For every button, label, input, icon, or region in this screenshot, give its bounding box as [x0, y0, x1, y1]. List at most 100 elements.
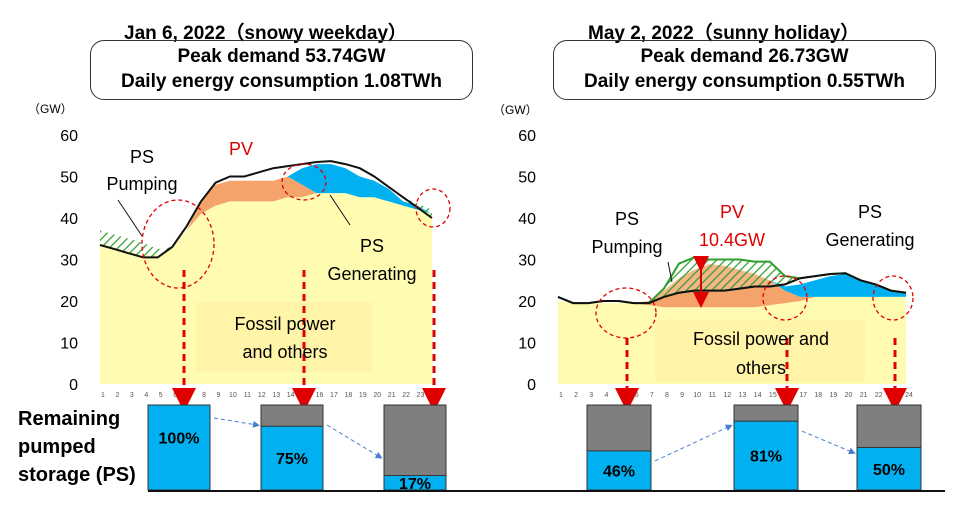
storage-bar-label: 50% — [873, 462, 905, 479]
x-tick-label: 9 — [680, 392, 684, 399]
x-tick-label: 21 — [388, 392, 396, 399]
x-tick-label: 2 — [115, 392, 119, 399]
x-tick-label: 8 — [665, 392, 669, 399]
storage-transition-arrow — [801, 430, 856, 455]
x-tick-label: 14 — [754, 392, 762, 399]
y-tick-label: 10 — [518, 336, 536, 353]
storage-bar-fill — [147, 404, 211, 491]
x-tick-label: 10 — [229, 392, 237, 399]
ps-generating-label: Generating — [825, 230, 914, 250]
x-tick-label: 6 — [635, 392, 639, 399]
pointer-line — [329, 194, 351, 226]
x-tick-label: 24 — [905, 392, 913, 399]
x-tick-label: 4 — [144, 392, 148, 399]
x-tick-label: 21 — [860, 392, 868, 399]
fossil-label: others — [736, 358, 786, 378]
storage-bar-fill — [383, 475, 447, 491]
y-tick-label: 0 — [527, 377, 536, 394]
remaining-line-1: Remaining — [18, 408, 121, 430]
right-daily-energy: Daily energy consumption 0.55TWh — [584, 71, 905, 92]
x-tick-label: 8 — [202, 392, 206, 399]
y-tick-label: 40 — [60, 211, 78, 228]
left-info-box: Peak demand 53.74GW Daily energy consump… — [90, 40, 473, 100]
x-tick-label: 11 — [244, 392, 251, 399]
x-tick-label: 17 — [330, 392, 338, 399]
storage-transition-arrow — [654, 424, 733, 462]
x-tick-label: 3 — [589, 392, 593, 399]
y-tick-label: 20 — [518, 294, 536, 311]
x-tick-label: 6 — [173, 392, 177, 399]
fossil-label: Fossil power — [234, 314, 335, 334]
storage-transition-arrow — [213, 417, 260, 428]
fossil-label: Fossil power and — [693, 329, 829, 349]
left-chart: 0102030405060123456789101112131415161718… — [60, 128, 451, 493]
x-tick-label: 20 — [373, 392, 381, 399]
ps-generating-label: Generating — [327, 264, 416, 284]
ps-pumping-area — [100, 161, 432, 258]
x-tick-label: 18 — [814, 392, 822, 399]
storage-bar-label: 81% — [750, 449, 782, 466]
pv-label: PV — [229, 139, 253, 159]
left-y-unit: （GW） — [28, 102, 73, 116]
x-tick-label: 2 — [574, 392, 578, 399]
x-tick-label: 4 — [604, 392, 608, 399]
x-tick-label: 9 — [217, 392, 221, 399]
ps-pumping-label: PS — [130, 147, 154, 167]
right-info-box: Peak demand 26.73GW Daily energy consump… — [553, 40, 936, 100]
pointer-line — [117, 199, 143, 237]
x-tick-label: 14 — [287, 392, 295, 399]
y-tick-label: 60 — [60, 128, 78, 145]
x-tick-label: 22 — [402, 392, 410, 399]
x-tick-label: 12 — [258, 392, 266, 399]
x-tick-label: 3 — [130, 392, 134, 399]
x-tick-label: 10 — [693, 392, 701, 399]
y-tick-label: 30 — [518, 253, 536, 270]
fossil-label-bg — [196, 302, 372, 372]
ps-pumping-label: Pumping — [106, 174, 177, 194]
left-chart-title: Jan 6, 2022（snowy weekday） — [124, 23, 408, 44]
x-tick-label: 13 — [272, 392, 280, 399]
x-tick-label: 5 — [159, 392, 163, 399]
highlight-circle — [762, 275, 808, 321]
pointer-line — [667, 261, 673, 283]
ps-generating-area — [558, 264, 906, 304]
x-tick-label: 18 — [344, 392, 352, 399]
x-tick-label: 1 — [559, 392, 563, 399]
highlight-circle — [141, 199, 215, 289]
remaining-storage-label: Remaining pumped storage (PS) — [18, 405, 136, 489]
x-tick-label: 16 — [784, 392, 792, 399]
y-tick-label: 40 — [518, 211, 536, 228]
x-tick-label: 23 — [417, 392, 425, 399]
x-tick-label: 23 — [890, 392, 898, 399]
x-tick-label: 19 — [829, 392, 837, 399]
y-tick-label: 10 — [60, 336, 78, 353]
storage-bar-label: 46% — [603, 463, 635, 480]
x-tick-label: 11 — [709, 392, 716, 399]
left-peak-demand: Peak demand 53.74GW — [177, 46, 386, 67]
ps-pumping-label: PS — [615, 209, 639, 229]
right-peak-demand: Peak demand 26.73GW — [640, 46, 849, 67]
storage-transition-arrow — [326, 424, 383, 459]
ps-pumping-label: Pumping — [591, 237, 662, 257]
right-y-unit: （GW） — [493, 103, 538, 117]
fossil-label: and others — [242, 342, 327, 362]
right-chart-title: May 2, 2022（sunny holiday） — [588, 23, 860, 44]
ps-generating-label: PS — [360, 236, 384, 256]
y-tick-label: 30 — [60, 253, 78, 270]
demand-line — [99, 160, 433, 259]
x-tick-label: 19 — [359, 392, 367, 399]
highlight-circle — [281, 163, 327, 201]
demand-line — [557, 272, 907, 305]
x-tick-label: 12 — [724, 392, 732, 399]
x-tick-label: 15 — [769, 392, 777, 399]
x-tick-label: 16 — [316, 392, 324, 399]
pv-area — [100, 176, 432, 256]
fossil-label-bg — [655, 320, 865, 382]
remaining-line-2: pumped — [18, 436, 96, 458]
y-tick-label: 50 — [60, 170, 78, 187]
bottom-baseline — [148, 490, 945, 492]
y-tick-label: 20 — [60, 294, 78, 311]
highlight-circle — [415, 188, 451, 228]
x-tick-label: 7 — [650, 392, 654, 399]
